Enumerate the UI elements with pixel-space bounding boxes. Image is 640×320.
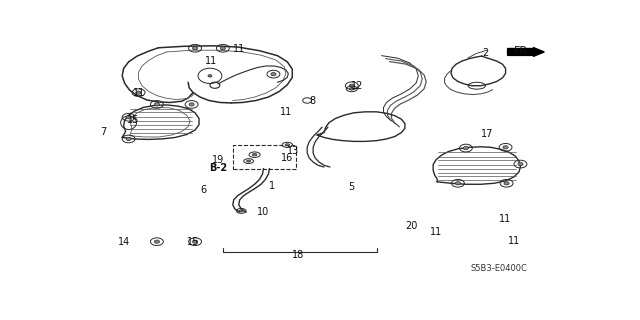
Ellipse shape [126,116,131,119]
Text: 6: 6 [200,185,206,195]
Ellipse shape [518,163,523,166]
Ellipse shape [193,240,198,243]
Ellipse shape [349,84,355,87]
Text: 11: 11 [205,56,218,66]
Text: 7: 7 [100,127,107,137]
Text: 8: 8 [309,96,315,106]
Text: 10: 10 [257,207,269,217]
Ellipse shape [126,137,131,140]
Ellipse shape [252,154,257,156]
Ellipse shape [154,103,159,106]
Text: 11: 11 [232,44,245,54]
Ellipse shape [193,47,198,50]
Text: FR.: FR. [515,46,532,56]
Text: 11: 11 [508,236,520,246]
Ellipse shape [208,75,212,77]
Ellipse shape [136,91,141,94]
Text: 1: 1 [269,181,275,191]
Text: 11: 11 [499,214,512,224]
Ellipse shape [271,73,276,76]
Text: 13: 13 [287,146,300,156]
Ellipse shape [239,210,243,212]
Ellipse shape [220,47,225,50]
Text: 15: 15 [187,237,199,247]
Ellipse shape [285,144,289,146]
Text: 17: 17 [481,130,493,140]
Ellipse shape [189,103,194,106]
Ellipse shape [504,182,509,185]
Text: 12: 12 [351,81,363,91]
Ellipse shape [463,147,468,150]
Ellipse shape [154,240,159,243]
Text: 14: 14 [118,237,130,247]
Ellipse shape [456,182,461,185]
Text: 15: 15 [127,115,140,125]
Text: 19: 19 [212,155,224,164]
Text: 20: 20 [405,221,417,231]
Ellipse shape [503,146,508,149]
FancyArrow shape [508,47,544,56]
Text: 18: 18 [292,250,305,260]
Text: 11: 11 [280,107,292,117]
Text: 16: 16 [281,153,294,163]
Ellipse shape [349,88,354,90]
Text: 5: 5 [349,182,355,192]
Ellipse shape [246,160,251,162]
Text: 2: 2 [483,48,489,58]
Text: B-2: B-2 [209,163,227,173]
Text: 11: 11 [430,227,442,237]
Text: S5B3-E0400C: S5B3-E0400C [470,264,527,273]
Text: 11: 11 [133,88,146,98]
